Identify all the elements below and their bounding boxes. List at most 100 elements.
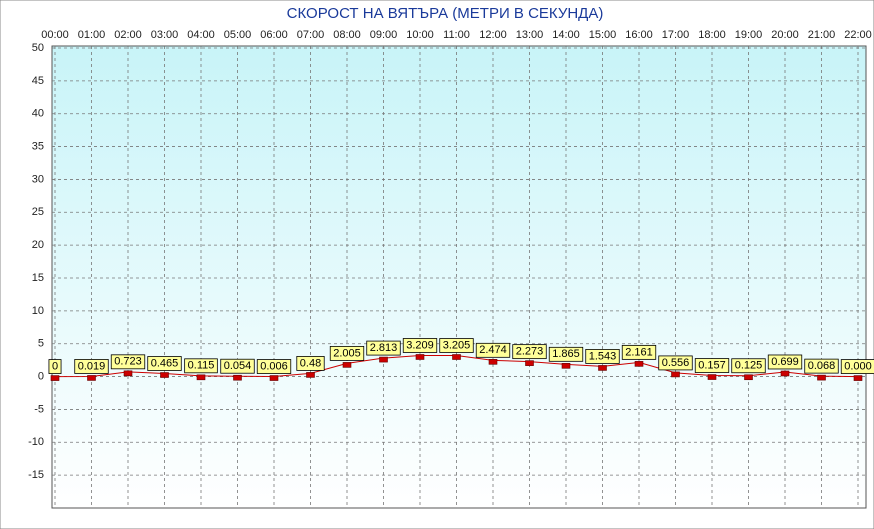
- x-tick-label: 08:00: [333, 29, 361, 41]
- marker: [853, 375, 863, 381]
- chart-title: СКОРОСТ НА ВЯТЪРА (МЕТРИ В СЕКУНДА): [287, 5, 604, 22]
- plot-area: [51, 45, 867, 509]
- x-tick-label: 22:00: [844, 29, 872, 41]
- marker: [598, 365, 607, 371]
- value-label-box: [48, 359, 62, 374]
- x-tick-label: 06:00: [260, 29, 288, 41]
- value-label: 2.273: [516, 346, 544, 358]
- value-label-box: [658, 355, 693, 371]
- y-tick-label: -10: [28, 436, 44, 448]
- x-tick-label: 13:00: [516, 29, 544, 41]
- value-label: 0.006: [260, 360, 288, 372]
- x-tick-label: 10:00: [406, 29, 434, 41]
- value-label-box: [731, 358, 766, 374]
- marker: [525, 360, 534, 366]
- value-label-box: [621, 344, 657, 360]
- marker: [671, 371, 680, 378]
- value-label-box: [110, 354, 146, 370]
- marker: [488, 359, 498, 365]
- y-tick-label: 35: [32, 140, 44, 152]
- value-label-box: [512, 344, 547, 360]
- marker: [780, 370, 790, 377]
- x-tick-label: 05:00: [224, 29, 252, 41]
- marker: [233, 374, 242, 381]
- value-label: 2.813: [370, 342, 398, 354]
- x-tick-label: 04:00: [187, 29, 215, 41]
- y-tick-label: -5: [34, 403, 44, 415]
- y-tick-label: 5: [38, 338, 44, 350]
- value-label-box: [585, 349, 620, 364]
- marker: [415, 354, 425, 360]
- value-label: 2.005: [333, 347, 361, 359]
- value-label-box: [296, 356, 325, 371]
- value-label: 0.125: [735, 360, 763, 372]
- marker: [452, 354, 461, 360]
- x-tick-label: 00:00: [41, 29, 69, 41]
- value-label-box: [548, 346, 584, 362]
- value-label: 0.068: [808, 360, 836, 372]
- x-tick-label: 16:00: [625, 29, 653, 41]
- value-label-box: [256, 359, 292, 374]
- value-label: 0: [52, 360, 58, 372]
- y-tick-label: -15: [28, 469, 44, 481]
- value-label-box: [147, 356, 182, 371]
- value-label-box: [329, 345, 365, 361]
- y-tick-label: 10: [32, 305, 44, 317]
- value-label-box: [439, 338, 474, 353]
- marker: [196, 374, 206, 381]
- value-label-box: [220, 358, 255, 374]
- x-tick-label: 20:00: [771, 29, 799, 41]
- marker: [817, 374, 826, 381]
- value-label: 0.556: [662, 357, 690, 369]
- marker: [561, 363, 571, 369]
- marker: [379, 356, 388, 363]
- value-label: 0.465: [151, 357, 179, 369]
- value-label: 0.723: [114, 356, 142, 368]
- marker: [87, 375, 96, 381]
- value-label: 0.699: [771, 356, 799, 368]
- y-tick-label: 20: [32, 239, 44, 251]
- x-tick-label: 11:00: [443, 29, 470, 41]
- x-tick-label: 14:00: [552, 29, 580, 41]
- marker: [269, 375, 279, 381]
- marker: [123, 370, 133, 377]
- x-tick-label: 18:00: [698, 29, 726, 41]
- x-tick-label: 21:00: [808, 29, 836, 41]
- value-label: 0.115: [188, 360, 215, 372]
- value-label: 2.474: [479, 344, 507, 356]
- value-label: 2.161: [625, 346, 653, 358]
- value-label-box: [184, 358, 218, 374]
- y-tick-label: 50: [32, 42, 44, 54]
- x-tick-label: 15:00: [589, 29, 617, 41]
- x-tick-label: 17:00: [662, 29, 690, 41]
- value-label-box: [74, 359, 109, 374]
- x-tick-label: 01:00: [78, 29, 106, 41]
- x-tick-label: 02:00: [114, 29, 142, 41]
- value-label: 0.48: [300, 357, 321, 369]
- y-tick-label: 40: [32, 108, 44, 120]
- value-label: 0.000: [844, 360, 872, 372]
- marker: [306, 372, 315, 378]
- marker: [744, 374, 753, 381]
- value-label: 0.019: [78, 360, 106, 372]
- y-tick-label: 30: [32, 173, 44, 185]
- x-tick-label: 09:00: [370, 29, 398, 41]
- value-label-box: [767, 354, 803, 370]
- x-tick-label: 12:00: [479, 29, 507, 41]
- x-tick-label: 03:00: [151, 29, 179, 41]
- y-tick-label: 15: [32, 272, 44, 284]
- value-label: 0.054: [224, 360, 252, 372]
- y-tick-label: 45: [32, 75, 44, 87]
- value-label: 3.209: [406, 339, 434, 351]
- marker: [342, 362, 352, 368]
- marker: [50, 375, 60, 381]
- marker: [634, 361, 644, 367]
- value-label-box: [402, 338, 438, 353]
- value-label-box: [694, 358, 730, 373]
- value-label-box: [804, 358, 839, 374]
- value-label: 1.543: [589, 350, 617, 362]
- value-label: 1.865: [552, 348, 580, 360]
- value-label-box: [475, 342, 511, 358]
